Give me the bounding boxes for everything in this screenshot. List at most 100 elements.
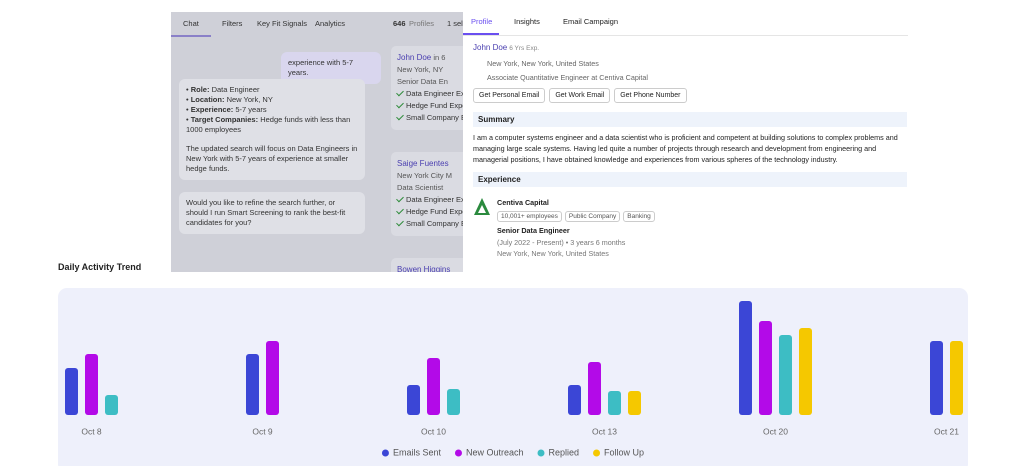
tab[interactable]: Chat xyxy=(183,19,199,28)
profile-name: John Doe xyxy=(397,53,432,62)
button-row: Get Personal Email Get Work Email Get Phon… xyxy=(473,88,691,103)
profile-title: Data Scientist xyxy=(397,183,444,192)
profile-location: New York, New York, United States xyxy=(487,59,599,68)
divider xyxy=(463,35,908,36)
tab-underline xyxy=(171,35,211,37)
bar xyxy=(407,385,420,415)
bullet-value: Data Engineer xyxy=(211,85,260,94)
profile-count-label: Profiles xyxy=(409,19,435,28)
profile-location: New York City M xyxy=(397,171,453,180)
signal: Small Company E xyxy=(406,219,463,228)
bullet-label: Experience: xyxy=(190,105,234,114)
bar xyxy=(779,335,792,415)
selected-count: 1 sel xyxy=(447,19,463,28)
bullet: Experience: 5-7 years xyxy=(186,105,358,115)
plot-background xyxy=(58,288,968,466)
role-location: New York, New York, United States xyxy=(497,249,609,258)
profile-card[interactable]: Bowen Higgins xyxy=(391,258,463,272)
bar xyxy=(246,354,259,415)
bar xyxy=(950,341,963,415)
bar xyxy=(759,321,772,415)
assistant-message: Role: Data Engineer Location: New York, … xyxy=(179,79,365,180)
bar xyxy=(628,391,641,415)
profile-panel: Profile Insights Email Campaign John Doe… xyxy=(463,9,908,272)
bullet: Target Companies: Hedge funds with less … xyxy=(186,115,358,135)
assistant-paragraph: The updated search will focus on Data En… xyxy=(186,144,358,173)
bar xyxy=(930,341,943,415)
signal: Hedge Fund Exper xyxy=(406,101,463,110)
tab[interactable]: Key Fit Signals xyxy=(257,19,308,28)
bar xyxy=(608,391,621,415)
bar xyxy=(588,362,601,415)
profile-title: Senior Data En xyxy=(397,77,448,86)
profile-card[interactable]: Saige Fuentes New York City M Data Scien… xyxy=(391,152,463,236)
legend-label: Follow Up xyxy=(604,447,644,457)
button[interactable]: Get Work Email xyxy=(549,88,611,103)
button[interactable]: Get Personal Email xyxy=(473,88,546,103)
bar xyxy=(105,395,118,415)
bullet: Location: New York, NY xyxy=(186,95,358,105)
bullet-value: 5-7 years xyxy=(235,105,267,114)
legend-swatch xyxy=(537,449,545,457)
chart-title: Daily Activity Trend xyxy=(58,262,141,272)
bullet-label: Role: xyxy=(190,85,210,94)
profile-name: John Doe xyxy=(473,43,508,52)
tab[interactable]: Profile xyxy=(471,17,493,26)
assistant-question: Would you like to refine the search furt… xyxy=(179,192,365,234)
x-tick-label: Oct 10 xyxy=(421,426,446,436)
bar xyxy=(266,341,279,415)
tag: 10,001+ employees xyxy=(497,211,562,222)
company: Centiva Capital xyxy=(497,198,549,207)
bar xyxy=(427,358,440,415)
profile-location: New York, NY xyxy=(397,65,444,74)
x-tick-label: Oct 21 xyxy=(934,426,959,436)
legend-swatch xyxy=(381,449,389,457)
profile-card[interactable]: John Doe in 6 New York, NY Senior Data E… xyxy=(391,46,463,130)
tab-underline xyxy=(463,33,499,35)
button[interactable]: Get Phone Number xyxy=(614,88,687,103)
legend-label: New Outreach xyxy=(466,447,524,457)
chart: Daily Activity Trend Oct 8 Oct 9 Oct 10 Oct… xyxy=(58,262,968,466)
profile-exp: 6 Yrs Exp. xyxy=(509,45,540,52)
bullet-label: Location: xyxy=(190,95,225,104)
signal: Data Engineer Ex xyxy=(406,89,463,98)
name-row: John Doe 6 Yrs Exp. xyxy=(473,43,539,52)
profile-position: Associate Quantitative Engineer at Centi… xyxy=(487,73,649,82)
bullet: Role: Data Engineer xyxy=(186,85,358,95)
x-tick-label: Oct 8 xyxy=(81,426,102,436)
bar xyxy=(85,354,98,415)
profile-exp: in 6 xyxy=(433,53,446,62)
duration: (July 2022 - Present) • 3 years 6 months xyxy=(497,238,626,247)
bar xyxy=(799,328,812,415)
profile-count: 646 xyxy=(393,19,406,28)
profile-name: Bowen Higgins xyxy=(397,265,451,272)
profile-name: Saige Fuentes xyxy=(397,159,449,168)
chat-panel: Chat Filters Key Fit Signals Analytics 6… xyxy=(171,12,463,272)
bullet-value: New York, NY xyxy=(226,95,273,104)
section-heading: Summary xyxy=(473,112,907,127)
x-tick-label: Oct 13 xyxy=(592,426,617,436)
tab[interactable]: Email Campaign xyxy=(563,17,619,26)
tab[interactable]: Insights xyxy=(514,17,540,26)
bullet-label: Target Companies: xyxy=(190,115,259,124)
company-logo xyxy=(474,198,490,215)
bar xyxy=(739,301,752,415)
signal: Hedge Fund Exper xyxy=(406,207,463,216)
user-message: experience with 5-7 years. xyxy=(281,52,381,84)
signal: Data Engineer Ex xyxy=(406,195,463,204)
section-heading: Experience xyxy=(473,172,907,187)
tab[interactable]: Filters xyxy=(222,19,243,28)
bullet-value: Hedge funds with less than 1000 employee… xyxy=(186,115,351,134)
role: Senior Data Engineer xyxy=(497,226,570,235)
x-tick-label: Oct 9 xyxy=(252,426,273,436)
bar xyxy=(65,368,78,415)
x-tick-label: Oct 20 xyxy=(763,426,788,436)
signal: Small Company E xyxy=(406,113,463,122)
tab[interactable]: Analytics xyxy=(315,19,346,28)
legend-swatch xyxy=(454,449,462,457)
bar xyxy=(568,385,581,415)
tag: Banking xyxy=(623,211,655,222)
tag: Public Company xyxy=(564,211,621,222)
legend-label: Replied xyxy=(549,447,580,457)
